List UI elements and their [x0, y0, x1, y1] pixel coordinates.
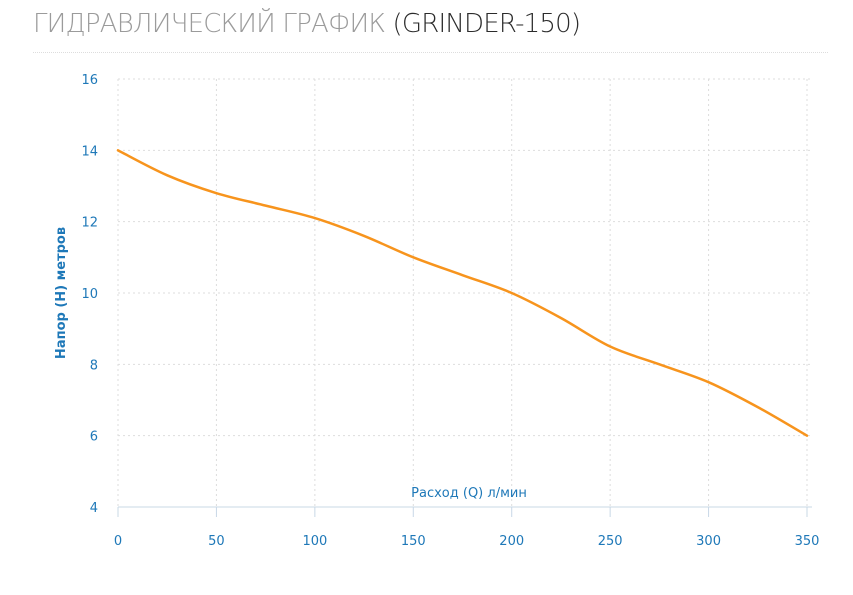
axes — [117, 506, 812, 517]
grid — [117, 78, 812, 507]
y-tick-label: 10 — [81, 287, 98, 302]
x-tick-label: 0 — [114, 534, 122, 549]
series-layer — [116, 149, 809, 437]
chart-title-main: ГИДРАВЛИЧЕСКИЙ ГРАФИК — [33, 9, 393, 39]
x-tick-label: 300 — [696, 534, 721, 549]
x-tick-label: 350 — [795, 534, 820, 549]
x-axis-title: Расход (Q) л/мин — [411, 486, 527, 501]
y-tick-label: 14 — [81, 144, 98, 159]
series-line-0 — [116, 149, 809, 437]
x-tick-label: 200 — [499, 534, 524, 549]
y-tick-label: 16 — [81, 73, 98, 88]
x-tick-label: 250 — [598, 534, 623, 549]
chart-title-model: (GRINDER-150) — [392, 9, 581, 39]
chart-title: ГИДРАВЛИЧЕСКИЙ ГРАФИК (GRINDER-150) — [33, 4, 581, 44]
y-tick-label: 6 — [90, 430, 98, 445]
title-divider — [33, 52, 828, 53]
y-tick-label: 12 — [81, 216, 98, 231]
x-tick-label: 150 — [401, 534, 426, 549]
x-tick-label: 100 — [302, 534, 327, 549]
y-axis-title: Напор (H) метров — [54, 227, 69, 359]
y-tick-label: 4 — [90, 501, 98, 516]
x-tick-label: 50 — [208, 534, 225, 549]
tick-labels: 4 6 8 10 12 14 16 0 50 100 150 200 250 300 350 — [81, 73, 819, 549]
y-tick-label: 8 — [90, 358, 98, 373]
